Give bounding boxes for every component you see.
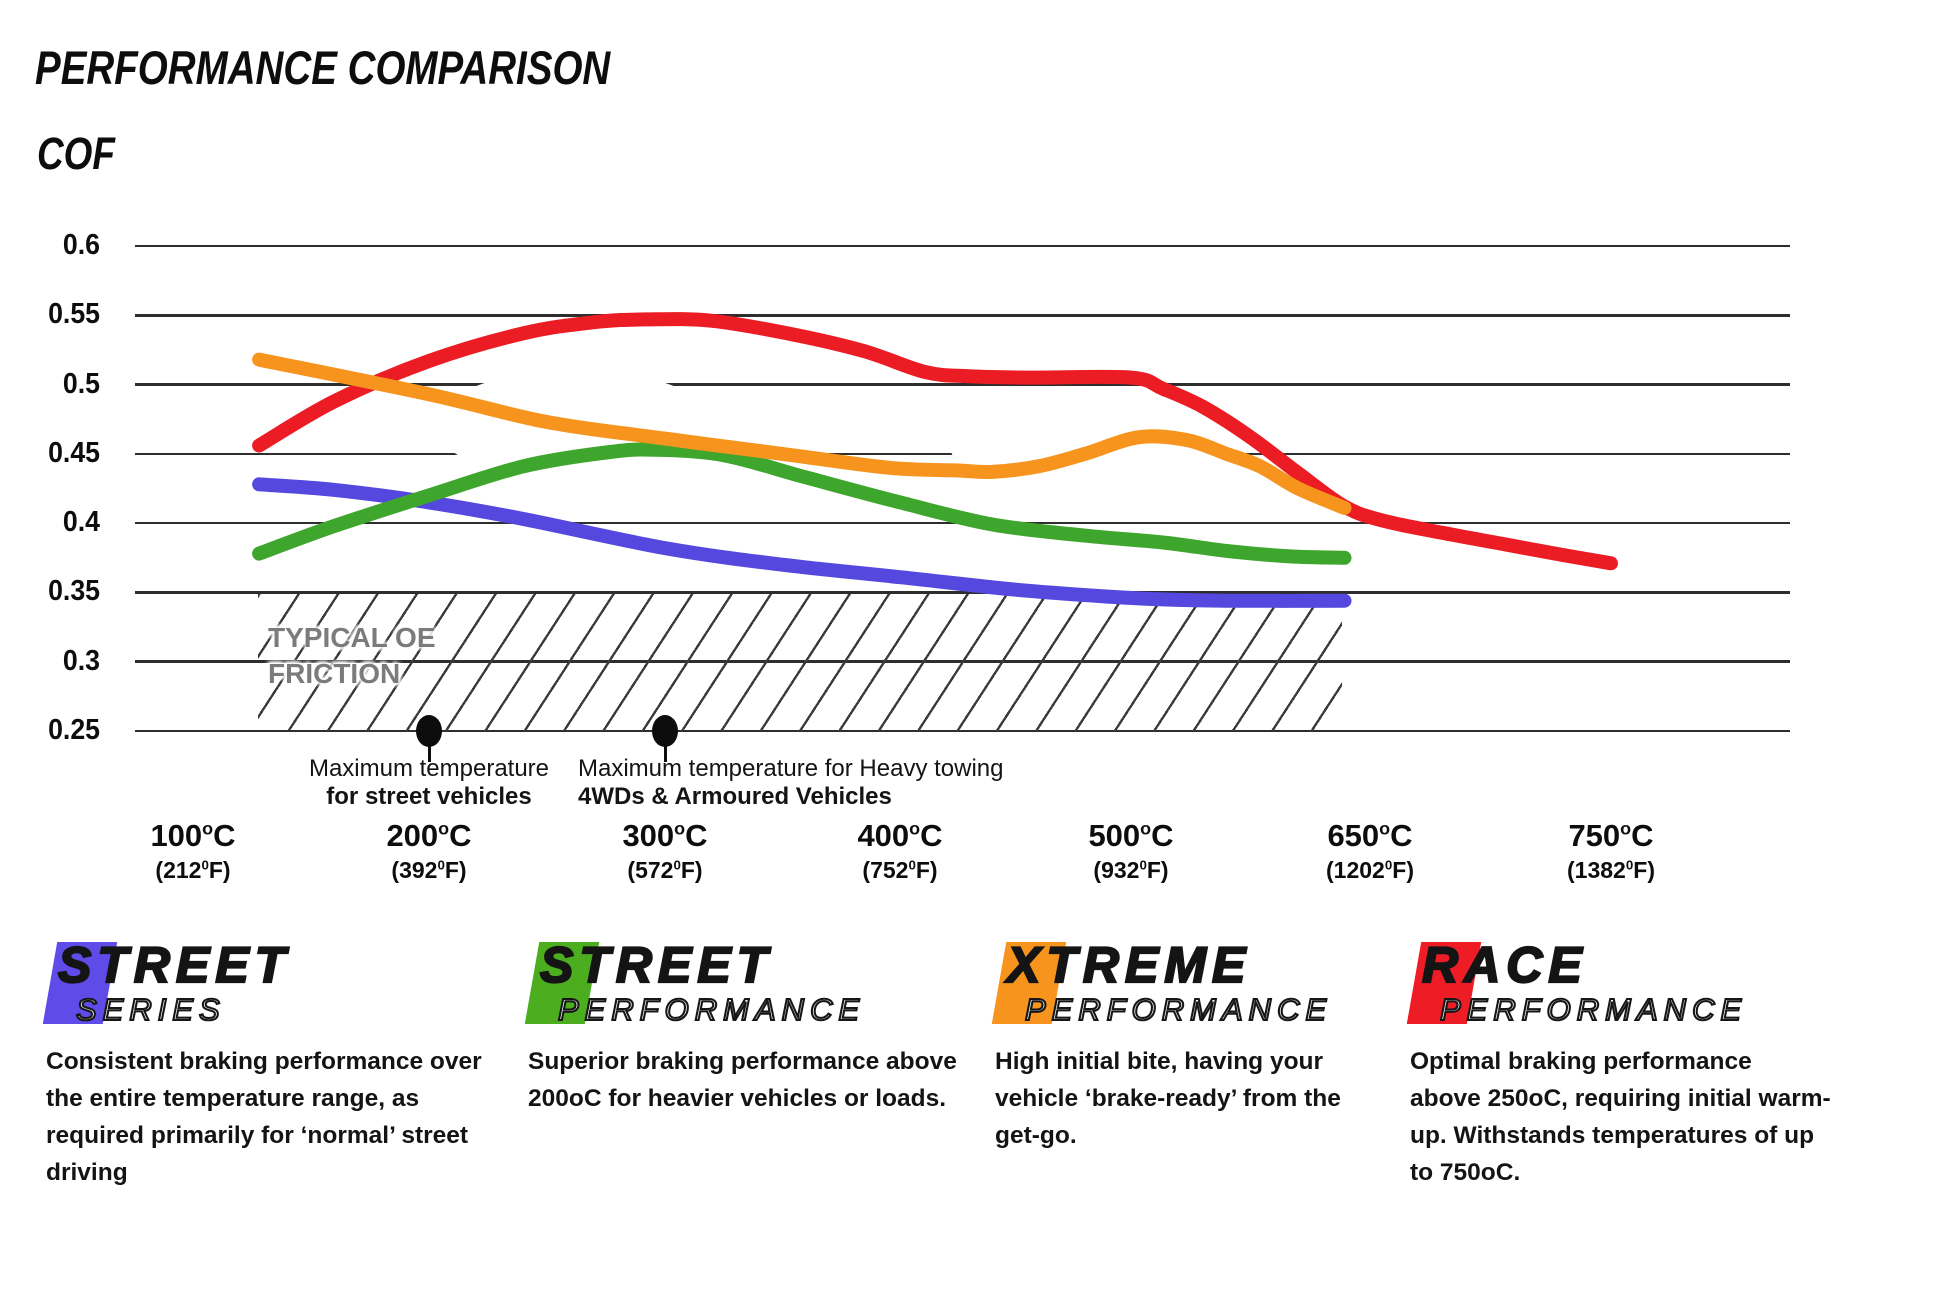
- product-card-street-series: STREET SERIES Consistent braking performan…: [42, 936, 506, 1310]
- x-tick-celsius: 650oC: [1327, 818, 1413, 853]
- x-tick-celsius: 200oC: [386, 818, 472, 853]
- product-description: Consistent braking performance over the …: [46, 1048, 482, 1186]
- oe-label-line2: FRICTION: [268, 658, 401, 689]
- gridline-0.5: [135, 383, 1790, 386]
- logo-line2: PERFORMANCE: [557, 991, 866, 1028]
- logo-line1: XTREME: [1006, 936, 1252, 994]
- product-card-race-performance: RACE PERFORMANCE Optimal braking performan…: [1406, 936, 1902, 1310]
- annotation-line2: 4WDs & Armoured Vehicles: [578, 782, 892, 810]
- x-tick-celsius: 750oC: [1568, 818, 1654, 853]
- logo-line2: PERFORMANCE: [1024, 991, 1333, 1028]
- x-tick-fahrenheit: (5720F): [627, 857, 703, 883]
- logo-line2: SERIES: [75, 991, 226, 1028]
- x-tick-fahrenheit: (13820F): [1567, 857, 1655, 883]
- logo-line1: STREET: [57, 936, 292, 994]
- x-tick-label: 300oC (5720F): [585, 818, 745, 884]
- y-tick-label: 0.6: [62, 229, 100, 261]
- y-tick-label: 0.3: [62, 644, 100, 677]
- product-card-street-performance: STREET PERFORMANCE Superior braking perfor…: [524, 936, 978, 1310]
- x-tick-label: 500oC (9320F): [1051, 818, 1211, 884]
- max-temp-towing-stem: [663, 743, 667, 762]
- x-tick-celsius: 500oC: [1088, 818, 1174, 853]
- y-tick-label: 0.45: [48, 436, 100, 469]
- x-tick-fahrenheit: (2120F): [155, 857, 231, 883]
- x-tick-celsius: 100oC: [150, 818, 236, 853]
- curve-street-performance: [252, 442, 1352, 565]
- logo-line1: RACE: [1421, 936, 1588, 994]
- x-tick-fahrenheit: (3920F): [391, 857, 467, 883]
- product-description: Superior braking performance above 200oC…: [528, 1048, 957, 1112]
- annotation-heavy-towing: Maximum temperature for Heavy towing 4WD…: [578, 755, 1018, 810]
- typical-oe-friction-label: TYPICAL OE FRICTION: [268, 620, 436, 692]
- product-description: High initial bite, having your vehicle ‘…: [995, 1048, 1341, 1149]
- product-description: Optimal braking performance above 250oC,…: [1410, 1048, 1831, 1186]
- y-tick-label: 0.25: [48, 714, 100, 746]
- page-title: PERFORMANCE COMPARISON: [35, 41, 611, 94]
- y-tick-label: 0.35: [48, 575, 100, 608]
- y-axis-title: COF: [37, 128, 115, 179]
- x-tick-label: 750oC (13820F): [1531, 818, 1691, 884]
- max-temp-street-marker: [416, 715, 442, 747]
- y-tick-label: 0.5: [62, 367, 100, 400]
- annotation-line1: Maximum temperature for Heavy towing: [578, 755, 1004, 782]
- curve-xtreme-performance: [252, 352, 1352, 515]
- typical-oe-friction-band: [258, 594, 1342, 731]
- y-tick-label: 0.4: [62, 506, 100, 539]
- x-tick-fahrenheit: (9320F): [1093, 857, 1169, 883]
- max-temp-towing-marker: [652, 715, 678, 747]
- annotation-line1: Maximum temperature: [308, 755, 550, 782]
- annotation-street-vehicles: Maximum temperature for street vehicles: [229, 755, 629, 810]
- curve-race-performance: [252, 312, 1618, 571]
- max-temp-street-stem: [427, 743, 431, 762]
- gridline-0.6: [135, 244, 1790, 248]
- x-tick-label: 100oC (2120F): [113, 818, 273, 884]
- x-tick-fahrenheit: (12020F): [1326, 857, 1414, 883]
- x-tick-celsius: 300oC: [622, 818, 708, 853]
- x-tick-label: 400oC (7520F): [820, 818, 980, 884]
- gridline-0.35: [135, 591, 1790, 594]
- annotation-line2: for street vehicles: [326, 782, 532, 810]
- product-card-xtreme-performance: XTREME PERFORMANCE High initial bite, havi…: [991, 936, 1395, 1310]
- logo-line2: PERFORMANCE: [1439, 991, 1748, 1028]
- logo-line1: STREET: [539, 936, 774, 994]
- x-tick-celsius: 400oC: [857, 818, 943, 853]
- gridline-0.55: [135, 314, 1790, 317]
- x-tick-label: 200oC (3920F): [349, 818, 509, 884]
- y-tick-label: 0.55: [48, 298, 100, 331]
- oe-label-line1: TYPICAL OE: [268, 622, 436, 653]
- x-tick-label: 650oC (12020F): [1290, 818, 1450, 884]
- x-tick-fahrenheit: (7520F): [862, 857, 938, 883]
